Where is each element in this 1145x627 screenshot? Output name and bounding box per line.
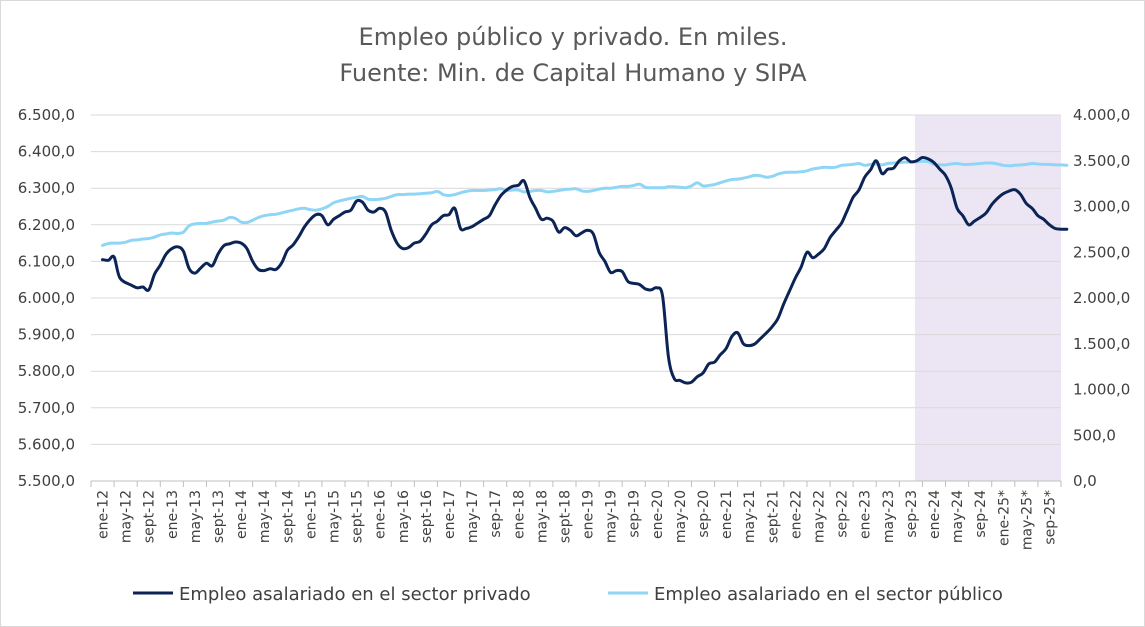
y-right-tick-label: 2.000,0: [1073, 289, 1130, 307]
x-tick-label: may-21: [742, 490, 758, 543]
x-tick-label: ene-18: [511, 490, 527, 539]
x-tick-label: ene-25*: [996, 490, 1012, 546]
x-tick-label: sep-25*: [1042, 490, 1058, 545]
x-tick-label: may-22: [812, 490, 828, 543]
x-tick-label: may-14: [257, 490, 273, 543]
x-tick-label: may-20: [673, 490, 689, 543]
y-left-tick-label: 5.600,0: [18, 435, 75, 453]
x-tick-label: sept-15: [350, 490, 366, 543]
y-left-tick-label: 6.500,0: [18, 106, 75, 124]
y-axis-right: 0,0 500,0 1.000,0 1.500,0 2.000,0 2.500,0 3.00…: [1073, 106, 1130, 490]
x-tick-label: may-23: [881, 490, 897, 543]
series-layer: [101, 155, 1069, 385]
y-left-tick-label: 6.100,0: [18, 252, 75, 270]
x-tick-label: sept-21: [765, 490, 781, 543]
x-tick-label: ene-14: [234, 490, 250, 539]
chart-title-line2: Fuente: Min. de Capital Humano y SIPA: [339, 59, 807, 87]
x-tick-label: may-18: [534, 490, 550, 543]
x-tick-label: sep-19: [627, 490, 643, 538]
x-tick-label: may-17: [465, 490, 481, 543]
x-tick-label: may-12: [119, 490, 135, 543]
x-tick-label: ene-21: [719, 490, 735, 539]
y-right-tick-label: 3.000,0: [1073, 198, 1130, 216]
x-tick-label: may-19: [604, 490, 620, 543]
x-tick-label: sep-24: [973, 490, 989, 538]
x-tick-label: may-16: [396, 490, 412, 543]
x-tick-label: may-13: [188, 490, 204, 543]
x-tick-label: may-25*: [1019, 490, 1035, 550]
y-right-tick-label: 1.500,0: [1073, 335, 1130, 353]
series-line-public: [101, 159, 1069, 247]
x-tick-label: sep-17: [488, 490, 504, 538]
y-right-tick-label: 4.000,0: [1073, 106, 1130, 124]
gridlines: [91, 114, 1061, 482]
x-tick-label: may-15: [327, 490, 343, 543]
y-left-tick-label: 5.800,0: [18, 362, 75, 380]
x-tick-label: sep-23: [904, 490, 920, 538]
x-axis-ticks: [90, 481, 1062, 487]
x-tick-label: ene-20: [650, 490, 666, 539]
series-line-private: [101, 155, 1069, 385]
y-left-tick-label: 6.000,0: [18, 289, 75, 307]
x-tick-label: sep-20: [696, 490, 712, 538]
y-left-tick-label: 6.200,0: [18, 216, 75, 234]
x-tick-label: ene-22: [788, 490, 804, 539]
x-tick-label: ene-19: [581, 490, 597, 539]
x-tick-label: ene-23: [858, 490, 874, 539]
x-tick-label: sept-18: [557, 490, 573, 543]
x-tick-label: ene-24: [927, 490, 943, 539]
x-tick-label: sep-22: [835, 490, 851, 538]
x-tick-label: sept-16: [419, 490, 435, 543]
y-right-tick-label: 3.500,0: [1073, 152, 1130, 170]
y-right-tick-label: 2.500,0: [1073, 243, 1130, 261]
y-left-tick-label: 6.300,0: [18, 179, 75, 197]
x-tick-label: ene-15: [303, 490, 319, 539]
y-right-tick-label: 1.000,0: [1073, 381, 1130, 399]
y-left-tick-label: 6.400,0: [18, 143, 75, 161]
chart-title-line1: Empleo público y privado. En miles.: [359, 23, 788, 51]
y-left-tick-label: 5.500,0: [18, 472, 75, 490]
y-right-tick-label: 500,0: [1073, 426, 1116, 444]
x-tick-label: sept-14: [280, 490, 296, 543]
legend-label-public: Empleo asalariado en el sector público: [654, 584, 1003, 605]
y-right-tick-label: 0,0: [1073, 472, 1097, 490]
x-tick-label: ene-17: [442, 490, 458, 539]
x-axis-labels: ene-12 may-12 sept-12 ene-13 may-13 sept-13 en…: [96, 490, 1059, 550]
y-axis-left: 5.500,0 5.600,0 5.700,0 5.800,0 5.900,0 6.000…: [18, 106, 75, 490]
x-tick-label: sept-12: [142, 490, 158, 543]
y-left-tick-label: 5.700,0: [18, 399, 75, 417]
x-tick-label: ene-12: [96, 490, 112, 539]
x-tick-label: sept-13: [211, 490, 227, 543]
x-tick-label: may-24: [950, 490, 966, 543]
legend-label-private: Empleo asalariado en el sector privado: [179, 584, 531, 605]
x-tick-label: ene-13: [165, 490, 181, 539]
y-left-tick-label: 5.900,0: [18, 326, 75, 344]
x-tick-label: ene-16: [373, 490, 389, 539]
legend: Empleo asalariado en el sector privado E…: [133, 584, 1003, 605]
